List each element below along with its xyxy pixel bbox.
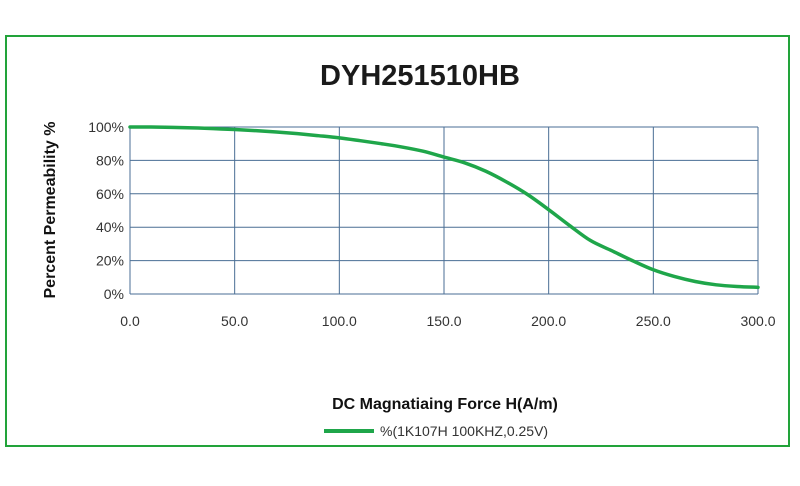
series-layer [128,125,760,290]
legend-label: %(1K107H 100KHZ,0.25V) [380,423,548,439]
legend: %(1K107H 100KHZ,0.25V) [324,423,548,439]
x-tick-label: 100.0 [322,313,357,329]
y-tick-label: 60% [96,186,124,202]
y-axis-ticks: 0% 20% 40% 60% 80% 100% [88,119,124,302]
x-tick-label: 150.0 [426,313,461,329]
chart-title: DYH251510HB [320,60,520,92]
x-tick-label: 200.0 [531,313,566,329]
y-tick-label: 40% [96,219,124,235]
x-tick-label: 50.0 [221,313,248,329]
chart-frame [5,35,790,447]
y-tick-label: 20% [96,253,124,269]
series-line [128,125,760,290]
y-tick-label: 0% [104,286,124,302]
y-tick-label: 80% [96,152,124,168]
x-axis-label: DC Magnatiaing Force H(A/m) [332,396,558,413]
grid [129,126,759,295]
y-axis-label: Percent Permeability % [42,122,59,299]
x-axis-ticks: 0.0 50.0 100.0 150.0 200.0 250.0 300.0 [120,313,775,329]
x-tick-label: 250.0 [636,313,671,329]
x-tick-label: 300.0 [740,313,775,329]
x-tick-label: 0.0 [120,313,140,329]
y-tick-label: 100% [88,119,124,135]
